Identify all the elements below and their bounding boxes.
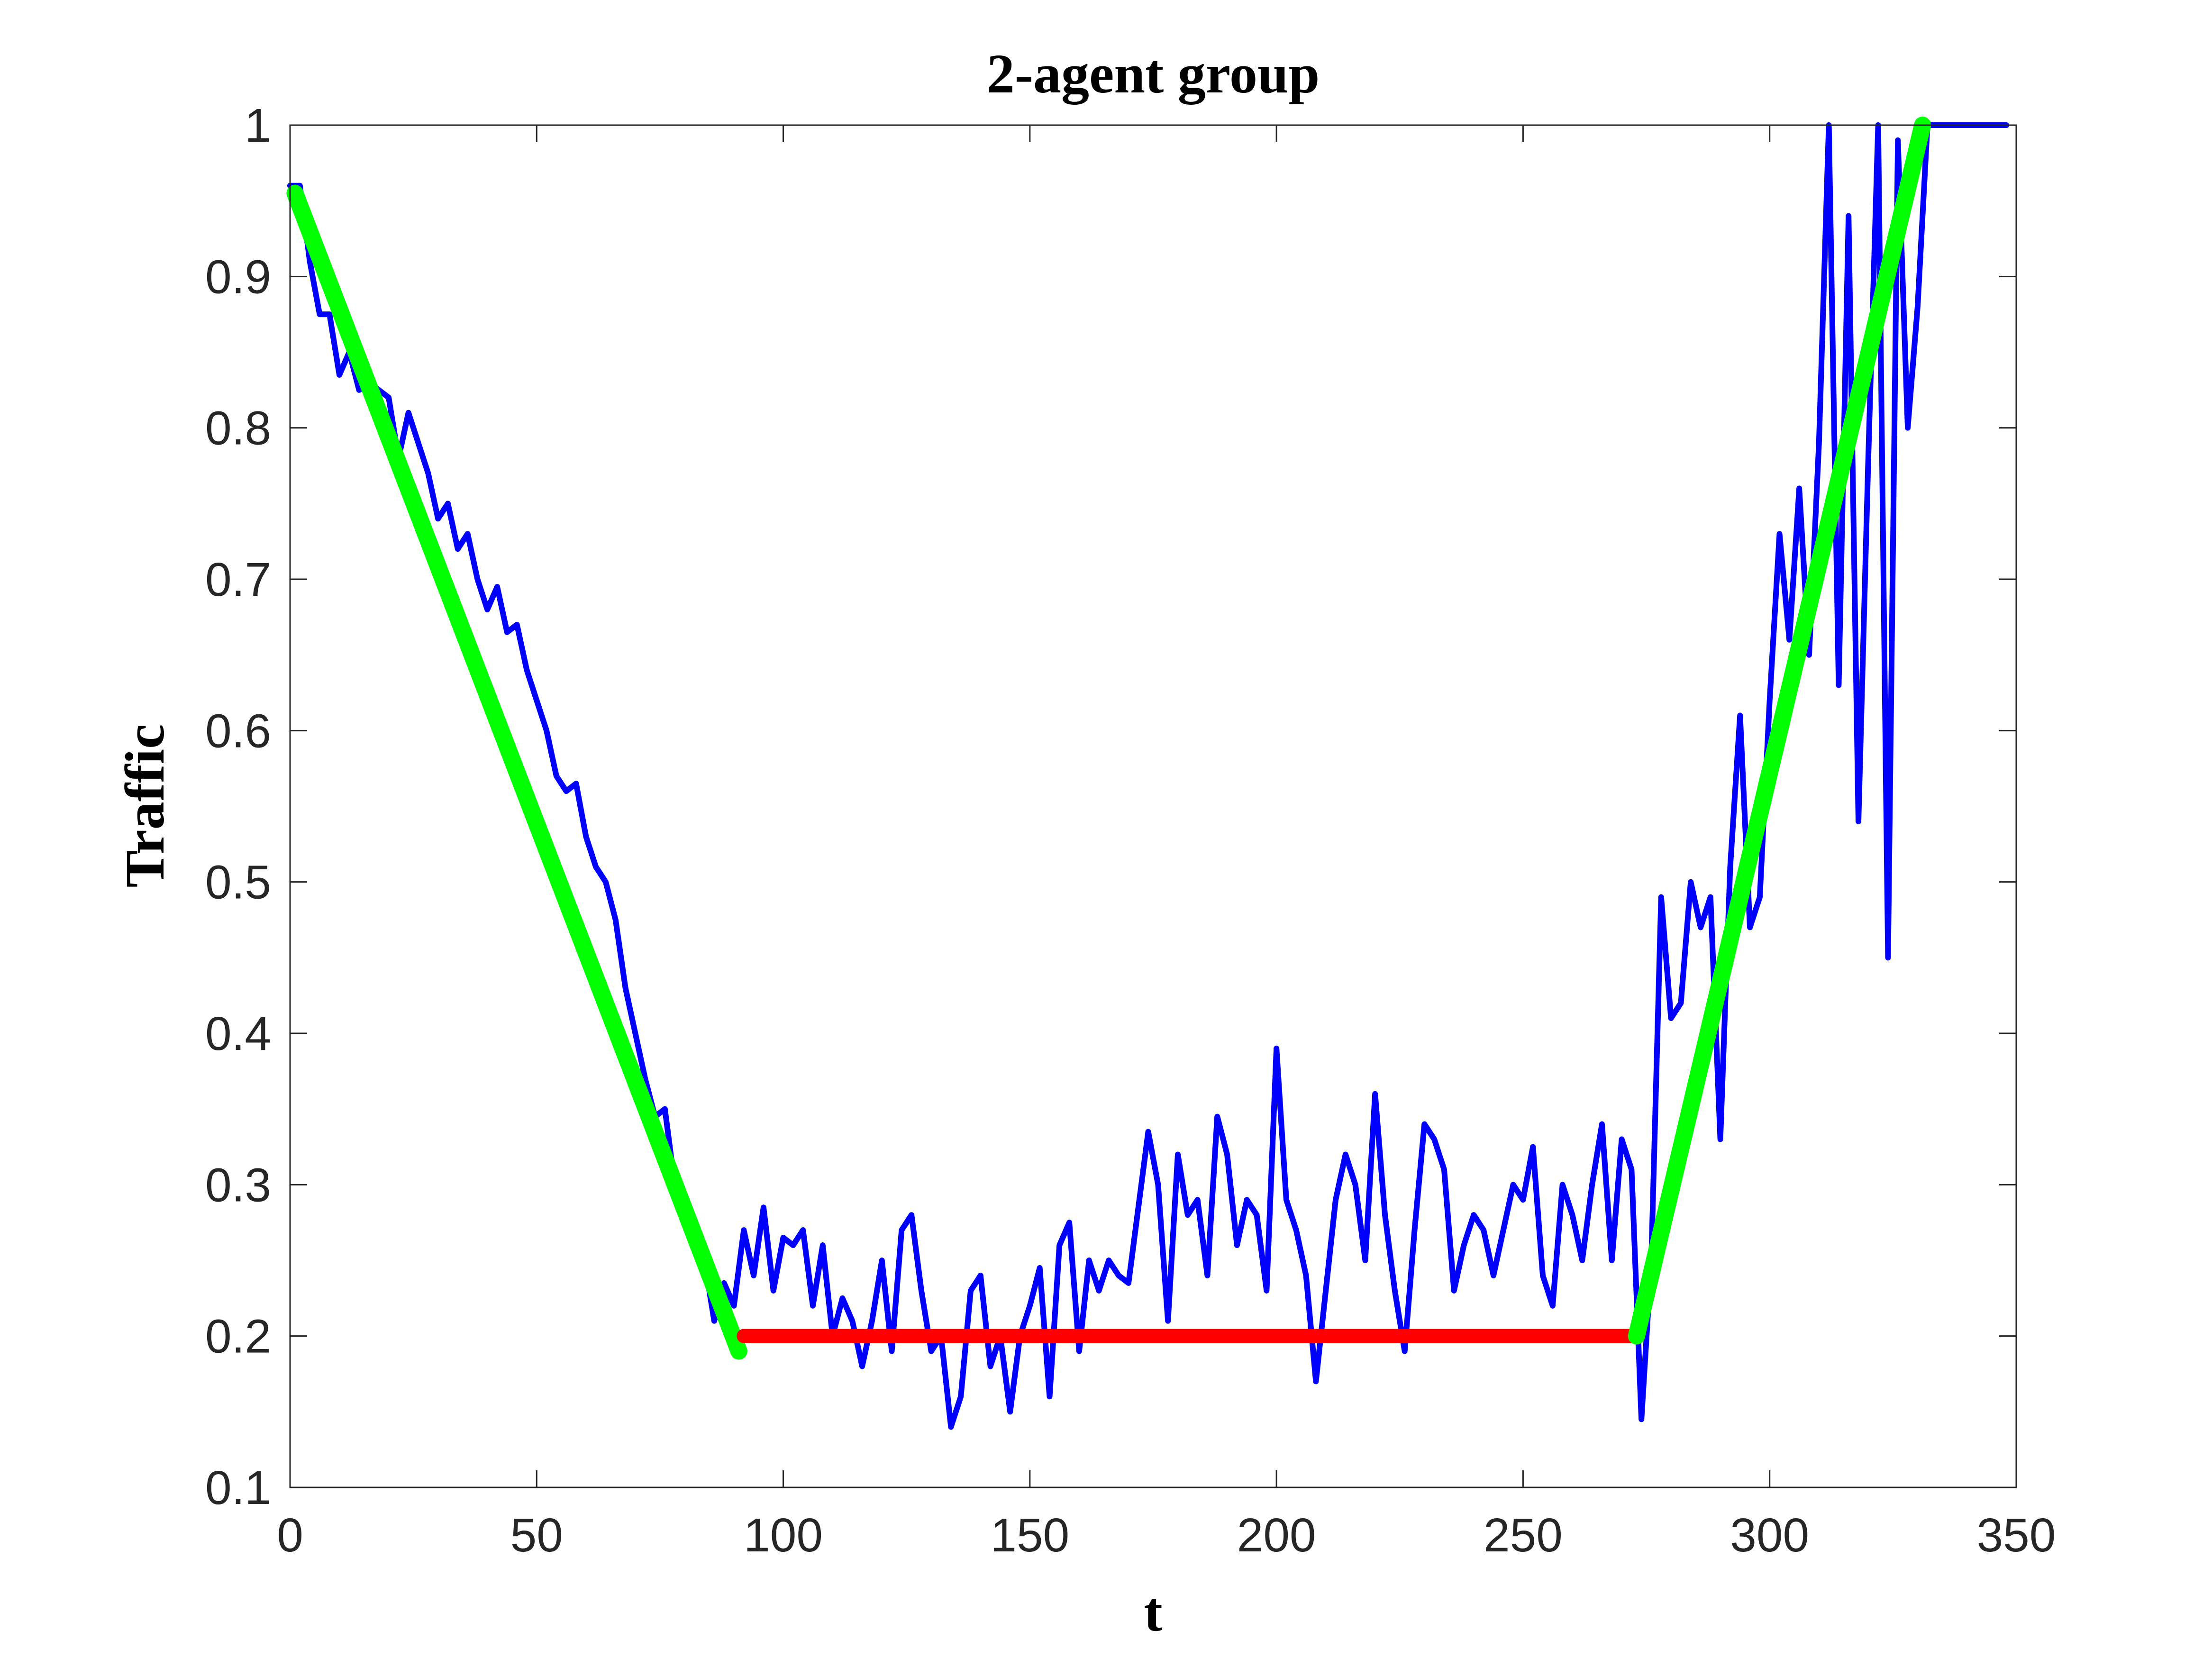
y-axis-label: Traffic — [114, 724, 176, 887]
y-tick-label: 0.9 — [205, 250, 271, 303]
x-tick-label: 0 — [277, 1509, 303, 1562]
y-tick-label: 0.1 — [205, 1461, 271, 1514]
x-tick-label: 250 — [1484, 1509, 1563, 1562]
data-line — [1628, 117, 1931, 1345]
y-tick-label: 0.3 — [205, 1158, 271, 1212]
y-tick-label: 1 — [245, 99, 271, 152]
plot-frame — [289, 124, 2017, 1488]
x-tick-label: 50 — [510, 1509, 563, 1562]
y-tick-label: 0.8 — [205, 402, 271, 455]
x-tick-label: 150 — [990, 1509, 1069, 1562]
data-line — [287, 122, 2010, 1430]
data-line — [286, 184, 747, 1360]
x-tick-label: 100 — [744, 1509, 823, 1562]
y-tick-label: 0.4 — [205, 1007, 271, 1060]
x-tick-label: 350 — [1977, 1509, 2056, 1562]
y-tick-label: 0.7 — [205, 553, 271, 606]
x-axis-label: t — [1144, 1581, 1162, 1643]
y-tick-label: 0.5 — [205, 856, 271, 909]
chart-title: 2-agent group — [987, 43, 1320, 105]
x-tick-label: 200 — [1237, 1509, 1316, 1562]
y-tick-label: 0.6 — [205, 704, 271, 757]
y-tick-label: 0.2 — [205, 1310, 271, 1363]
x-tick-label: 300 — [1730, 1509, 1809, 1562]
